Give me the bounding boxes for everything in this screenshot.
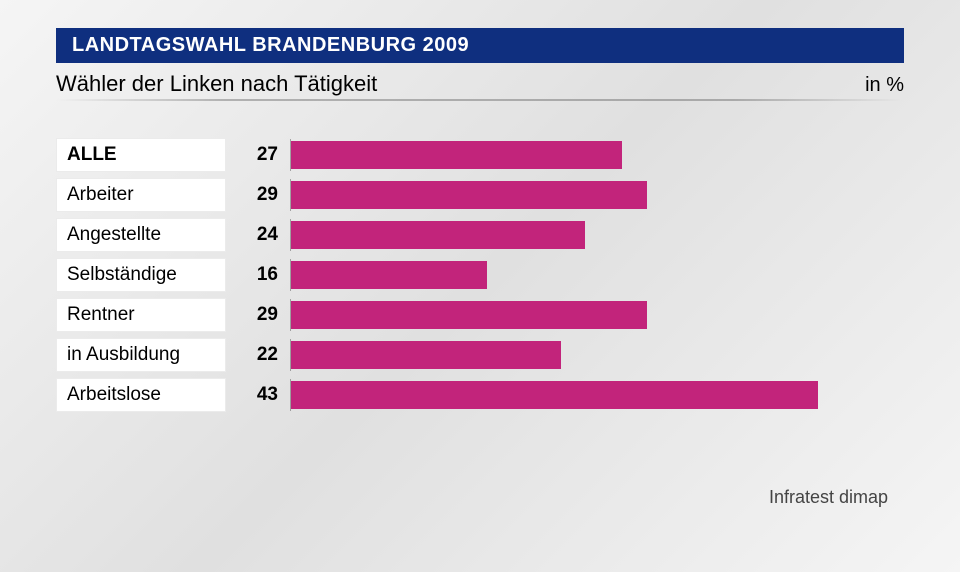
category-value: 27 [226, 138, 290, 172]
bar-area [290, 259, 904, 291]
category-label: Selbständige [56, 258, 226, 292]
category-label: ALLE [56, 138, 226, 172]
chart-row: Arbeiter29 [56, 175, 904, 215]
category-value: 16 [226, 258, 290, 292]
banner-text: LANDTAGSWAHL BRANDENBURG 2009 [72, 34, 469, 56]
bar [291, 341, 561, 369]
chart-row: Arbeitslose43 [56, 375, 904, 415]
chart-row: in Ausbildung22 [56, 335, 904, 375]
category-value: 29 [226, 298, 290, 332]
bar [291, 141, 622, 169]
chart-unit: in % [865, 74, 904, 97]
bar [291, 301, 647, 329]
category-value: 29 [226, 178, 290, 212]
bar-area [290, 299, 904, 331]
chart-row: Selbständige16 [56, 255, 904, 295]
chart-row: Rentner29 [56, 295, 904, 335]
bar [291, 221, 585, 249]
subtitle-row: Wähler der Linken nach Tätigkeit in % [56, 71, 904, 97]
category-label: Arbeitslose [56, 378, 226, 412]
bar-area [290, 139, 904, 171]
source-attribution: Infratest dimap [769, 487, 888, 508]
chart-subtitle: Wähler der Linken nach Tätigkeit [56, 71, 377, 97]
bar-chart: ALLE27Arbeiter29Angestellte24Selbständig… [56, 135, 904, 415]
category-value: 22 [226, 338, 290, 372]
category-value: 24 [226, 218, 290, 252]
bar-area [290, 219, 904, 251]
bar-area [290, 179, 904, 211]
category-label: Angestellte [56, 218, 226, 252]
chart-row: ALLE27 [56, 135, 904, 175]
bar-area [290, 379, 904, 411]
bar-area [290, 339, 904, 371]
category-label: in Ausbildung [56, 338, 226, 372]
chart-row: Angestellte24 [56, 215, 904, 255]
bar [291, 261, 487, 289]
category-label: Arbeiter [56, 178, 226, 212]
header-banner: LANDTAGSWAHL BRANDENBURG 2009 [56, 28, 904, 63]
category-label: Rentner [56, 298, 226, 332]
category-value: 43 [226, 378, 290, 412]
bar [291, 181, 647, 209]
bar [291, 381, 818, 409]
